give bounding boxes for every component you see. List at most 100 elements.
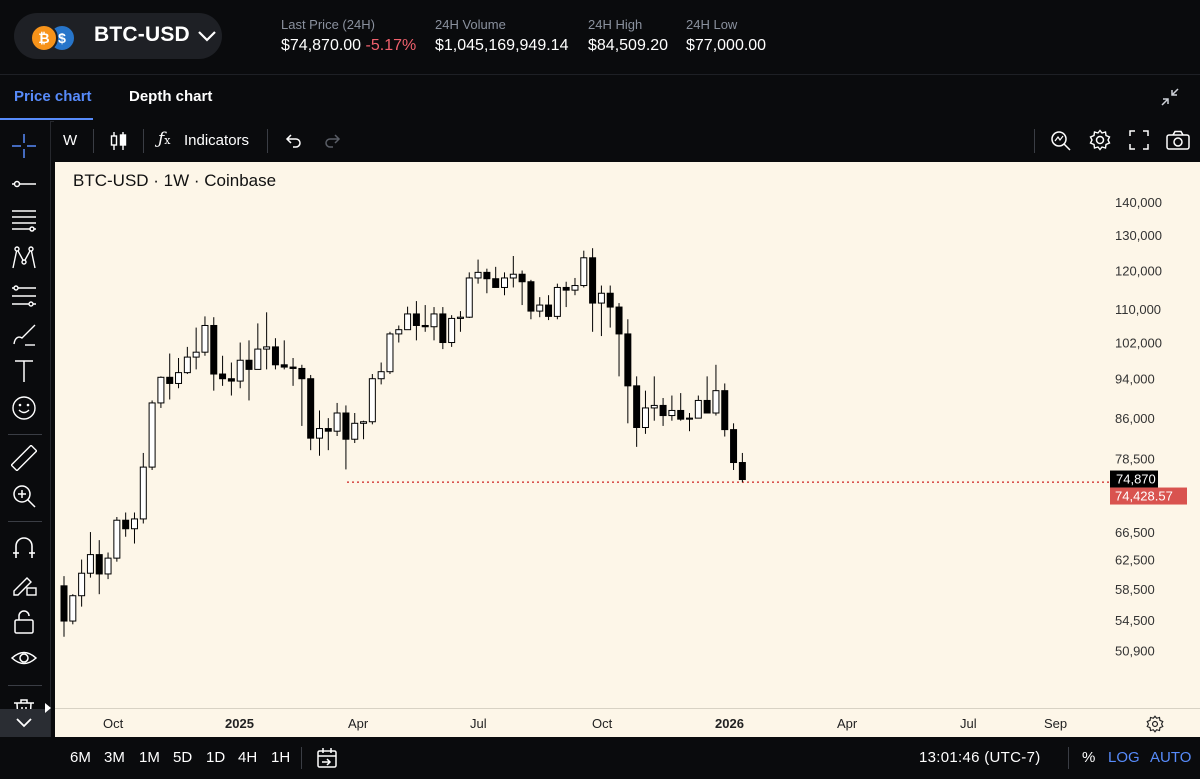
x-tick-label: Oct bbox=[592, 716, 613, 731]
auto-toggle[interactable]: AUTO bbox=[1150, 749, 1192, 766]
candle-body bbox=[395, 329, 403, 335]
search-zoom-icon[interactable] bbox=[1050, 130, 1072, 152]
price-chart[interactable]: 140,000 130,000 120,000 110,000 102,000 94,00… bbox=[55, 162, 1200, 708]
candle-body bbox=[509, 273, 517, 279]
axis-settings-icon[interactable] bbox=[1146, 715, 1164, 733]
trend-line-icon[interactable] bbox=[11, 171, 37, 197]
log-toggle[interactable]: LOG bbox=[1108, 749, 1140, 766]
x-tick-label: Apr bbox=[348, 716, 369, 731]
candle-body bbox=[148, 402, 156, 468]
candle-body bbox=[324, 428, 332, 432]
candle-body bbox=[686, 417, 694, 420]
candle-body bbox=[668, 409, 676, 417]
tab-price-chart[interactable]: Price chart bbox=[14, 88, 92, 105]
ruler-icon[interactable] bbox=[11, 445, 37, 471]
candle-body bbox=[518, 273, 526, 283]
candle-body bbox=[501, 277, 508, 288]
indicators-button[interactable]: Indicators bbox=[184, 132, 250, 149]
stat-label-high: 24H High bbox=[588, 17, 643, 32]
candle-body bbox=[597, 292, 605, 304]
gear-icon[interactable] bbox=[1089, 129, 1111, 151]
pattern-icon[interactable] bbox=[11, 245, 37, 271]
candle-body bbox=[439, 313, 447, 344]
timeframe-1m[interactable]: 1M bbox=[139, 749, 160, 766]
fullscreen-icon[interactable] bbox=[1129, 130, 1149, 150]
brush-icon[interactable] bbox=[11, 321, 37, 347]
candle-body bbox=[219, 373, 227, 380]
tools-collapse-button[interactable] bbox=[0, 709, 50, 737]
timeframe-5d[interactable]: 5D bbox=[173, 749, 193, 766]
text-tool-icon[interactable] bbox=[11, 358, 37, 384]
timeframe-1d[interactable]: 1D bbox=[206, 749, 226, 766]
bottom-divider bbox=[301, 747, 302, 769]
y-tick-label: 62,500 bbox=[1115, 553, 1155, 568]
camera-icon[interactable] bbox=[1166, 130, 1190, 150]
timeframe-3m[interactable]: 3M bbox=[104, 749, 125, 766]
collapse-icon[interactable] bbox=[1160, 87, 1180, 107]
candle-body bbox=[342, 412, 350, 440]
crosshair-icon[interactable] bbox=[11, 133, 37, 159]
interval-selector[interactable]: W bbox=[63, 132, 78, 149]
candle-body bbox=[298, 367, 306, 380]
date-range-icon[interactable] bbox=[316, 747, 338, 769]
percent-toggle[interactable]: % bbox=[1082, 749, 1096, 766]
function-icon[interactable]: ƒx bbox=[158, 129, 171, 149]
x-tick-label: Oct bbox=[103, 716, 124, 731]
chevron-down-icon bbox=[198, 31, 216, 42]
lock-icon[interactable] bbox=[11, 609, 37, 635]
candle-body bbox=[536, 304, 544, 312]
candle-body bbox=[580, 257, 588, 287]
candle-body bbox=[166, 376, 174, 384]
candle-body bbox=[404, 313, 412, 331]
candle-body bbox=[633, 385, 641, 428]
candle-body bbox=[113, 519, 121, 559]
candle-body bbox=[139, 466, 147, 520]
candle-body bbox=[624, 333, 632, 387]
candle-body bbox=[730, 429, 738, 464]
candle-body bbox=[289, 366, 297, 369]
candle-body bbox=[368, 378, 376, 423]
emoji-icon[interactable] bbox=[11, 395, 37, 421]
price-line-tag bbox=[1110, 487, 1187, 505]
candle-body bbox=[615, 306, 623, 335]
y-tick-label: 120,000 bbox=[1115, 264, 1162, 279]
candle-body bbox=[492, 278, 500, 288]
bottom-divider bbox=[1068, 747, 1069, 769]
candle-body bbox=[69, 595, 77, 622]
tool-divider bbox=[8, 434, 42, 435]
candle-body bbox=[694, 399, 702, 419]
candle-body bbox=[245, 359, 253, 370]
candle-body bbox=[386, 333, 394, 373]
undo-icon[interactable] bbox=[284, 132, 302, 150]
pencil-lock-icon[interactable] bbox=[11, 571, 37, 597]
candle-body bbox=[412, 313, 420, 326]
redo-icon[interactable] bbox=[324, 132, 342, 150]
candle-body bbox=[456, 316, 464, 319]
candle-body bbox=[175, 372, 183, 384]
magnet-icon[interactable] bbox=[11, 534, 37, 560]
candle-body bbox=[721, 390, 729, 431]
stat-label-last-price: Last Price (24H) bbox=[281, 17, 375, 32]
stat-value-last-price: $74,870.00 -5.17% bbox=[281, 37, 417, 54]
timeframe-6m[interactable]: 6M bbox=[70, 749, 91, 766]
zoom-in-icon[interactable] bbox=[11, 483, 37, 509]
timeframe-1h[interactable]: 1H bbox=[271, 749, 291, 766]
timeframe-4h[interactable]: 4H bbox=[238, 749, 258, 766]
horizontal-lines-icon[interactable] bbox=[11, 207, 37, 233]
last-price-label: 74,870 bbox=[1116, 472, 1156, 487]
candle-body bbox=[474, 271, 482, 279]
fib-levels-icon[interactable] bbox=[11, 283, 37, 309]
candle-body bbox=[86, 554, 94, 574]
chart-canvas[interactable]: 140,000 130,000 120,000 110,000 102,000 94,00… bbox=[55, 162, 1200, 708]
candle-body bbox=[360, 421, 368, 424]
tab-depth-chart[interactable]: Depth chart bbox=[129, 88, 213, 105]
stat-value-low: $77,000.00 bbox=[686, 37, 767, 54]
pair-selector[interactable]: ₿ $ BTC-USD bbox=[14, 13, 222, 59]
candle-body bbox=[351, 422, 359, 440]
caret-right-icon[interactable] bbox=[44, 702, 52, 714]
stat-label-volume: 24H Volume bbox=[435, 17, 506, 32]
eye-icon[interactable] bbox=[11, 645, 37, 671]
candle-body bbox=[254, 348, 262, 370]
tool-divider bbox=[8, 685, 42, 686]
candles-icon[interactable] bbox=[110, 130, 128, 152]
